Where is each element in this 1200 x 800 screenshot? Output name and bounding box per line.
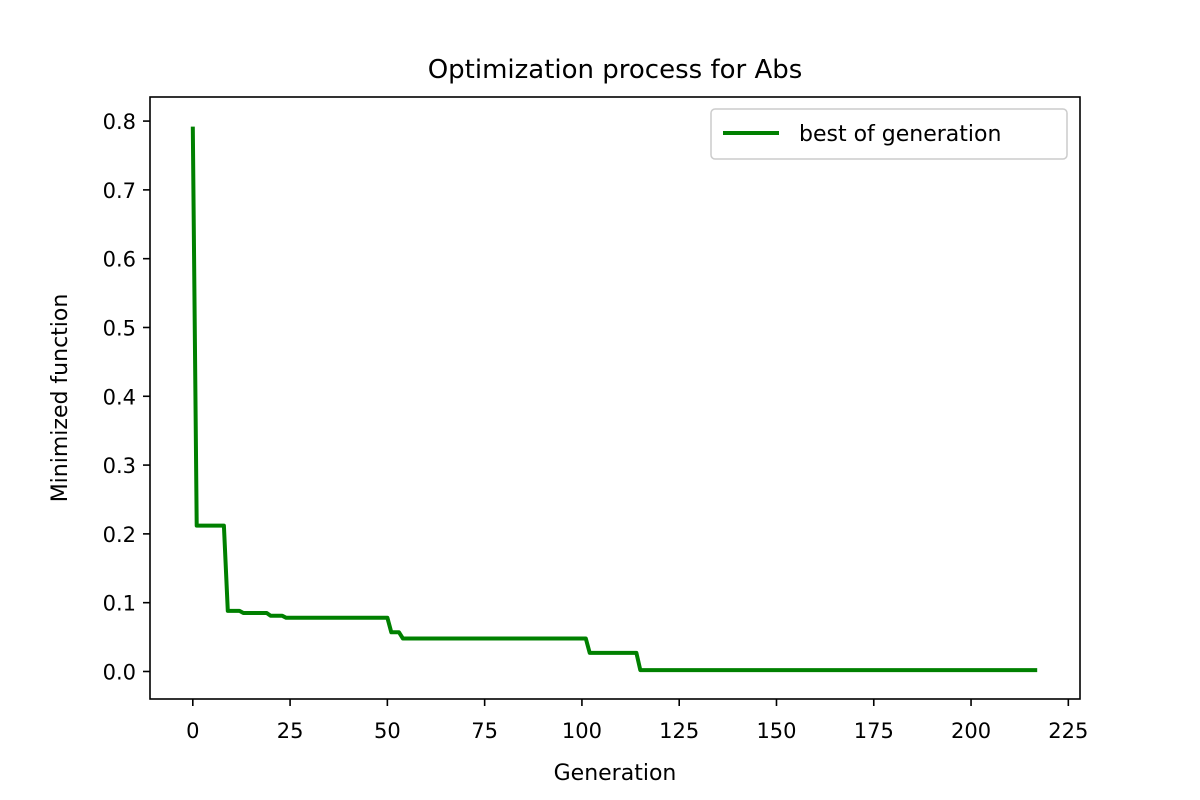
plot-area (149, 96, 1081, 700)
y-axis: 0.0 0.1 0.2 0.3 0.4 0.5 0.6 0.7 0.8 (103, 110, 150, 684)
x-tick-label: 200 (951, 719, 991, 743)
chart-title: Optimization process for Abs (428, 55, 803, 85)
y-axis-title: Minimized function (48, 294, 73, 503)
x-tick-label: 175 (854, 719, 894, 743)
y-tick-label: 0.7 (103, 179, 136, 203)
legend-box (710, 108, 1068, 160)
x-tick-label: 125 (659, 719, 699, 743)
y-tick-label: 0.4 (103, 385, 136, 409)
plot-frame (149, 96, 1081, 700)
y-tick-label: 0.1 (103, 592, 136, 616)
y-tick-label: 0.6 (103, 248, 136, 272)
y-tick-label: 0.8 (103, 110, 136, 134)
y-tick-label: 0.2 (103, 523, 136, 547)
y-tick-label: 0.3 (103, 454, 136, 478)
x-tick-label: 75 (471, 719, 498, 743)
legend: best of generation (710, 108, 1068, 160)
series-line-best-of-generation (190, 126, 1038, 673)
x-tick-label: 225 (1048, 719, 1088, 743)
x-tick-label: 100 (562, 719, 602, 743)
series-layer (190, 126, 1038, 673)
x-tick-label: 25 (277, 719, 304, 743)
x-tick-label: 150 (756, 719, 796, 743)
x-tick-label: 0 (186, 719, 199, 743)
x-axis-title: Generation (554, 761, 677, 786)
legend-label: best of generation (799, 122, 1001, 147)
y-tick-label: 0.5 (103, 316, 136, 340)
y-tick-label: 0.0 (103, 660, 136, 684)
x-axis: 0 25 50 75 100 125 150 175 200 225 (186, 699, 1088, 743)
x-tick-label: 50 (374, 719, 401, 743)
